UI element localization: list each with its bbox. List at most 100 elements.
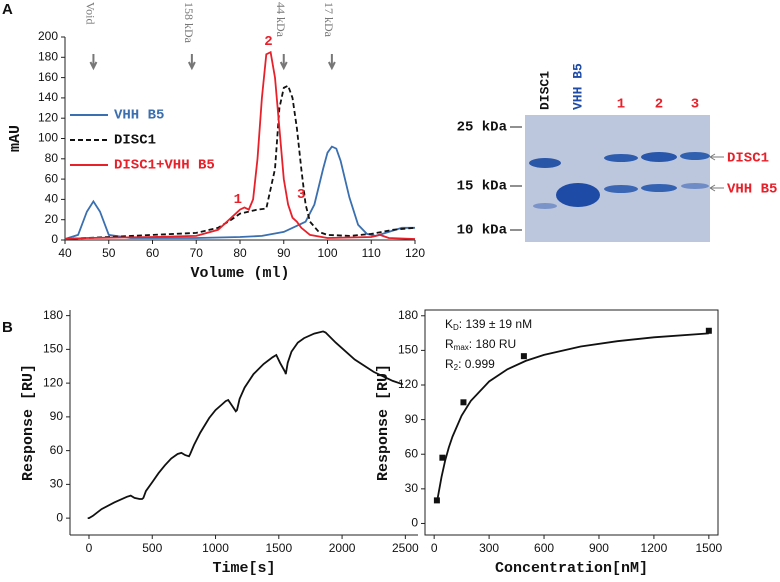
y-tick-label: 90 xyxy=(50,409,64,423)
y-tick-label: 90 xyxy=(405,412,419,426)
x-tick-label: 300 xyxy=(479,541,499,555)
series-line xyxy=(87,330,404,519)
band xyxy=(680,152,710,160)
x-tick-label: 90 xyxy=(277,246,291,260)
annotation-part: : 139 ± 19 nM xyxy=(459,317,532,331)
band xyxy=(533,203,557,209)
marker-label: 25 kDa xyxy=(457,120,508,136)
x-tick-label: 80 xyxy=(233,246,247,260)
x-tick-label: 100 xyxy=(317,246,337,260)
x-tick-label: 0 xyxy=(431,541,438,555)
y-tick-label: 20 xyxy=(45,212,59,226)
x-axis-label: Volume (ml) xyxy=(190,265,289,282)
y-tick-label: 60 xyxy=(50,443,64,457)
peak-label: 1 xyxy=(234,192,242,208)
x-tick-label: 500 xyxy=(142,541,162,555)
annotation-part: R xyxy=(445,337,454,351)
series-line xyxy=(436,332,709,501)
point xyxy=(439,454,446,461)
fit-annotation: Rmax: 180 RU xyxy=(445,337,516,352)
x-tick-label: 1500 xyxy=(265,541,292,555)
y-tick-label: 180 xyxy=(398,308,418,322)
x-tick-label: 900 xyxy=(589,541,609,555)
panel-label: A xyxy=(2,1,13,18)
point xyxy=(460,399,467,406)
marker-arrow xyxy=(279,54,288,71)
y-tick-label: 160 xyxy=(38,70,58,84)
y-tick-label: 60 xyxy=(405,446,419,460)
band xyxy=(604,154,638,162)
y-tick-label: 30 xyxy=(50,477,64,491)
x-tick-label: 40 xyxy=(58,246,72,260)
y-tick-label: 120 xyxy=(43,375,63,389)
y-tick-label: 180 xyxy=(43,308,63,322)
peak-label: 3 xyxy=(297,187,305,203)
x-tick-label: 0 xyxy=(86,541,93,555)
y-tick-label: 0 xyxy=(411,516,418,530)
annotation-part: : 0.999 xyxy=(458,357,495,371)
band-label: DISC1 xyxy=(727,151,769,167)
peak-label: 2 xyxy=(264,34,272,50)
band xyxy=(681,183,709,189)
x-axis-label: Time[s] xyxy=(212,560,275,577)
lane-label: DISC1 xyxy=(537,71,552,110)
marker-arrow xyxy=(89,54,98,71)
y-tick-label: 150 xyxy=(398,343,418,357)
x-tick-label: 1000 xyxy=(202,541,229,555)
lane-label: 3 xyxy=(691,97,699,113)
band-label: VHH B5 xyxy=(727,182,777,198)
lane-label: VHH B5 xyxy=(570,63,585,110)
y-tick-label: 80 xyxy=(45,151,59,165)
point xyxy=(520,353,527,360)
band-arrow xyxy=(709,184,724,192)
y-tick-label: 180 xyxy=(38,49,58,63)
y-tick-label: 60 xyxy=(45,171,59,185)
annotation-part: R xyxy=(445,357,454,371)
marker-label: 158 kDa xyxy=(182,2,196,44)
x-tick-label: 120 xyxy=(405,246,425,260)
y-axis-label: mAU xyxy=(7,125,24,152)
x-tick-label: 1500 xyxy=(695,541,722,555)
fit-annotation: R2: 0.999 xyxy=(445,357,495,372)
series-line xyxy=(64,145,415,240)
marker-label: 44 kDa xyxy=(274,2,288,38)
x-tick-label: 1200 xyxy=(641,541,668,555)
annotation-part: K xyxy=(445,317,453,331)
marker-label: Void xyxy=(84,2,98,24)
y-axis-label: Response [RU] xyxy=(375,364,392,481)
x-tick-label: 60 xyxy=(146,246,160,260)
legend-label: DISC1+VHH B5 xyxy=(114,158,215,174)
band-arrow xyxy=(709,153,724,161)
marker-label: 17 kDa xyxy=(322,2,336,38)
marker-arrow xyxy=(327,54,336,71)
band xyxy=(556,183,600,207)
x-tick-label: 2000 xyxy=(329,541,356,555)
legend-label: DISC1 xyxy=(114,133,156,149)
x-tick-label: 600 xyxy=(534,541,554,555)
y-tick-label: 120 xyxy=(38,110,58,124)
annotation-part: max xyxy=(454,343,469,352)
band xyxy=(641,184,677,192)
y-tick-label: 40 xyxy=(45,192,59,206)
gel: 25 kDa 15 kDa 10 kDa DISC1 VHH B5 1 2 3 … xyxy=(457,63,777,242)
y-tick-label: 0 xyxy=(51,232,58,246)
y-tick-label: 30 xyxy=(405,481,419,495)
series-line xyxy=(64,50,416,240)
panel-label: B xyxy=(2,319,13,336)
marker-arrow xyxy=(187,54,196,71)
y-tick-label: 100 xyxy=(38,131,58,145)
lane-label: 1 xyxy=(617,97,625,113)
y-tick-label: 0 xyxy=(56,510,63,524)
marker-label: 15 kDa xyxy=(457,179,508,195)
band xyxy=(529,158,561,168)
annotation-part: D xyxy=(453,323,459,332)
x-tick-label: 70 xyxy=(190,246,204,260)
gel-image xyxy=(525,115,710,242)
band xyxy=(641,152,677,162)
plot-frame xyxy=(424,309,719,536)
series-line xyxy=(64,84,416,240)
y-tick-label: 120 xyxy=(398,377,418,391)
y-tick-label: 140 xyxy=(38,90,58,104)
x-axis-label: Concentration[nM] xyxy=(495,560,648,577)
